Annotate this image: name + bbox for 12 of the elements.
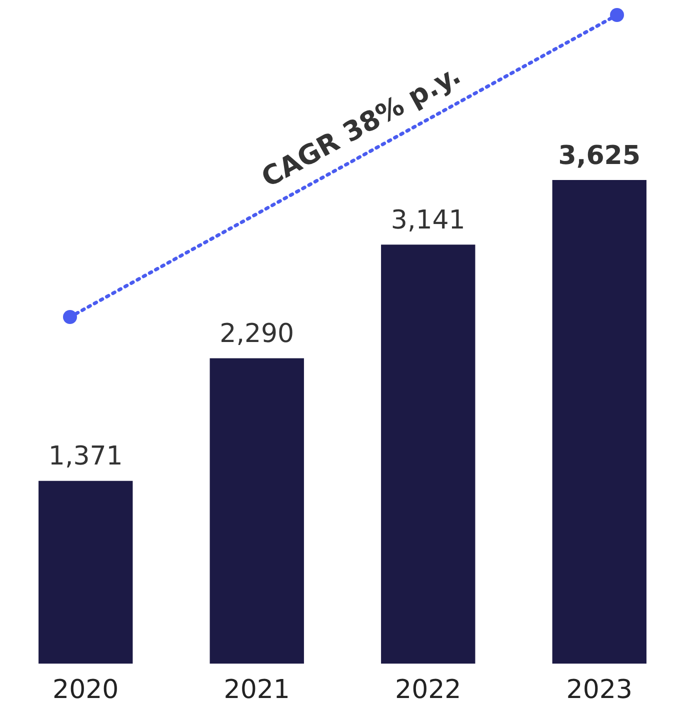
x-tick-label: 2023 xyxy=(566,675,632,706)
x-tick-label: 2021 xyxy=(224,675,290,706)
x-tick-label: 2020 xyxy=(52,675,119,706)
bar xyxy=(210,358,304,664)
x-tick-label: 2022 xyxy=(395,675,462,706)
data-label: 3,141 xyxy=(390,205,466,236)
data-label: 2,290 xyxy=(220,318,294,349)
bar xyxy=(38,480,133,664)
data-label: 3,625 xyxy=(558,140,640,171)
bar xyxy=(381,244,476,664)
bar xyxy=(552,180,646,664)
data-label: 1,371 xyxy=(48,442,123,472)
